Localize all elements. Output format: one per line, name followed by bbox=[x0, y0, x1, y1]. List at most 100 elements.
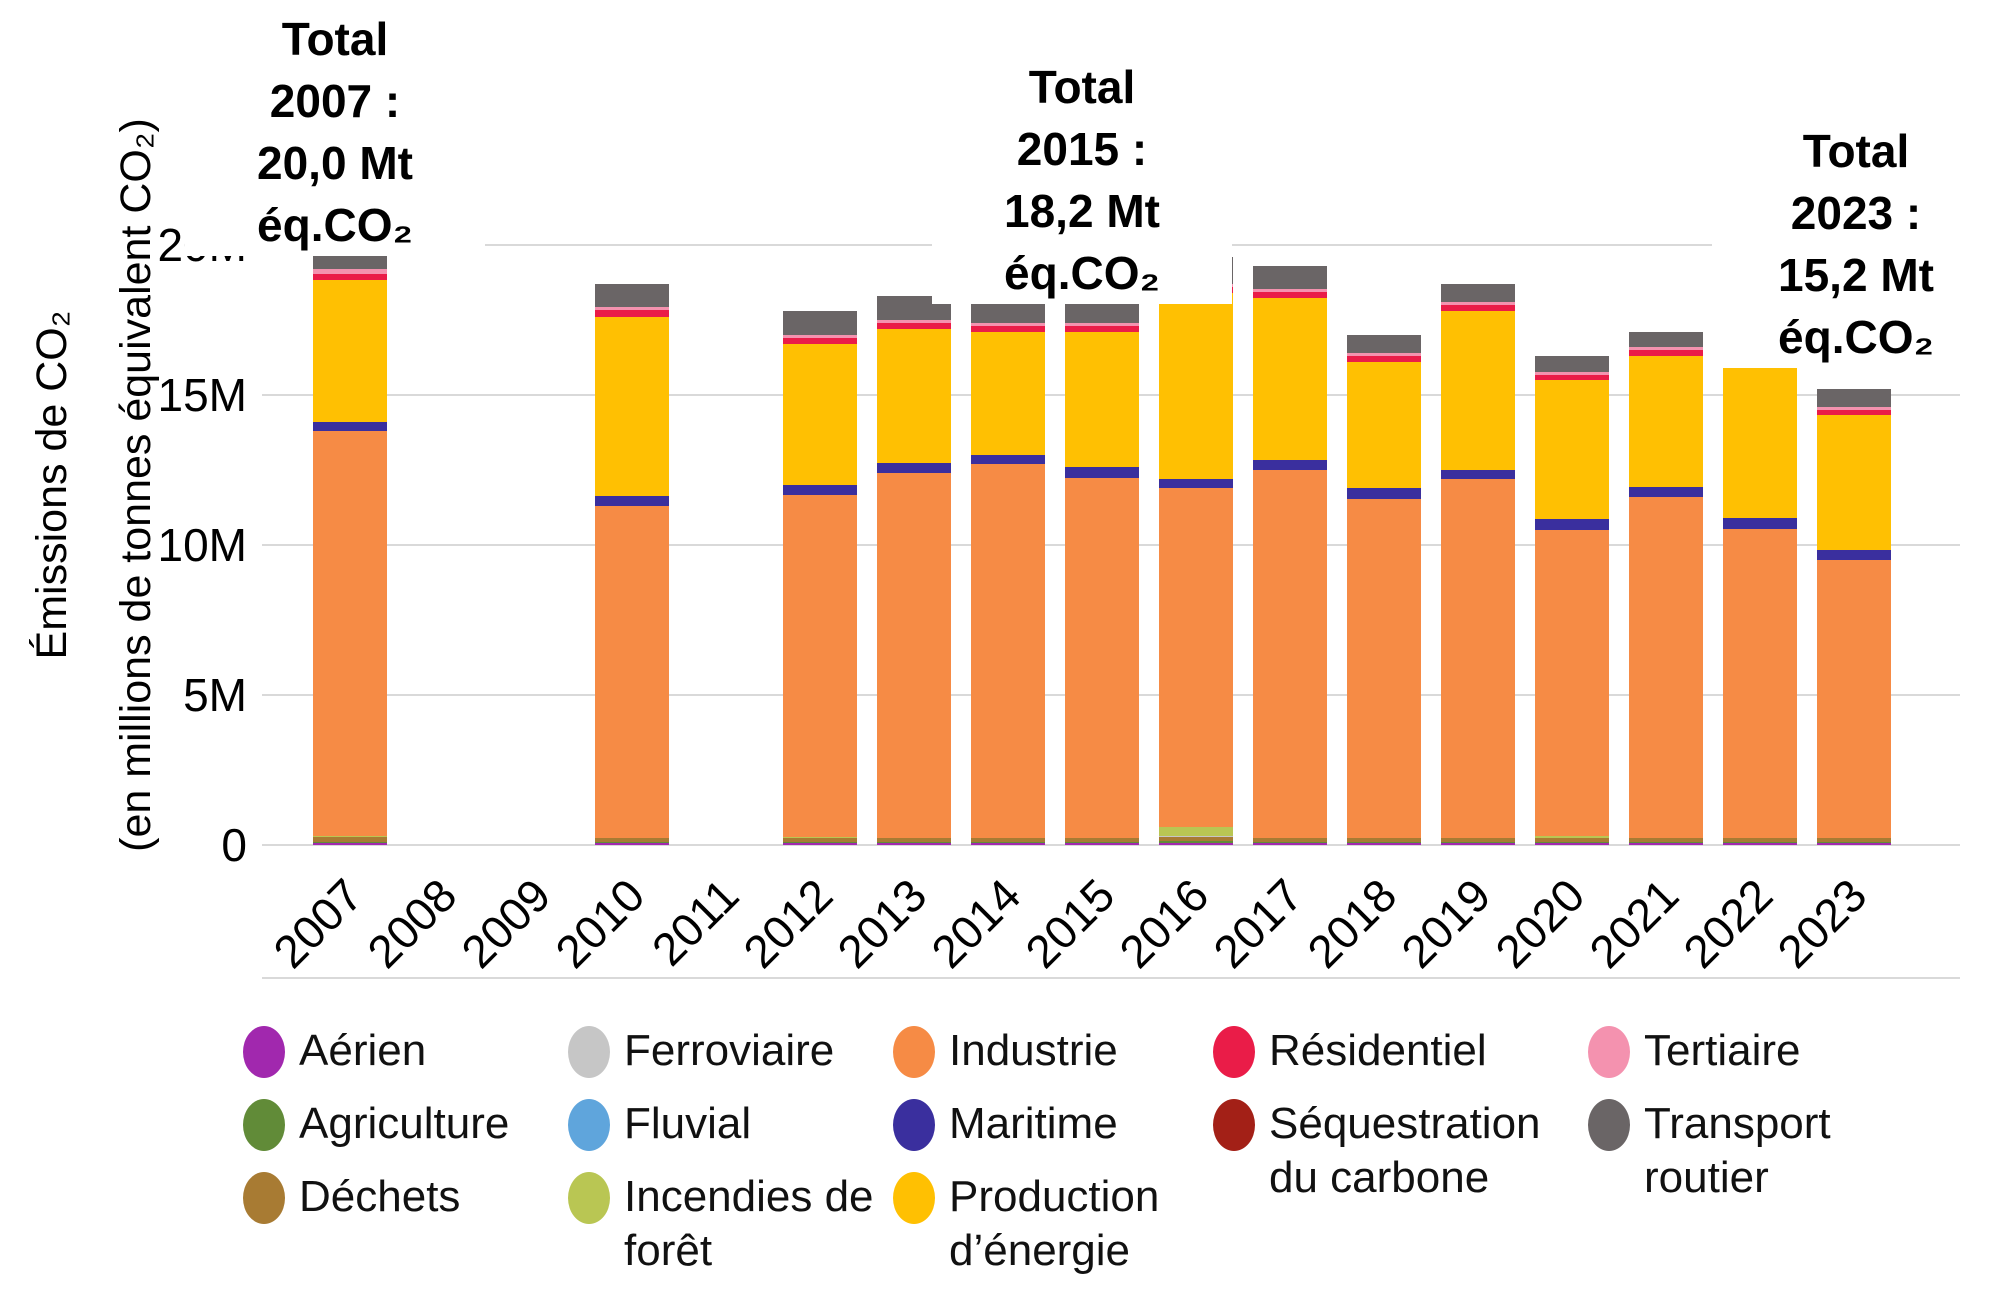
legend-item-aerien: Aérien bbox=[243, 1024, 568, 1096]
legend-swatch-aerien bbox=[243, 1026, 285, 1078]
segment-2021-Tertiaire bbox=[1629, 347, 1703, 350]
legend-column-2: Ferroviaire Fluvial Incendies de forêt bbox=[568, 1024, 893, 1279]
legend-column-4: Résidentiel Séquestration du carbone bbox=[1213, 1024, 1588, 1206]
y-tick-15M: 15M bbox=[157, 369, 247, 421]
annotation-line: 2015 : bbox=[1016, 123, 1148, 175]
segment-2012-Agriculture bbox=[783, 842, 857, 844]
legend-swatch-incendies-de-foret bbox=[568, 1172, 610, 1224]
segment-2023-Agriculture bbox=[1817, 842, 1891, 844]
bar-2019 bbox=[1441, 284, 1515, 845]
legend-item-ferroviaire: Ferroviaire bbox=[568, 1024, 893, 1096]
legend-swatch-sequestration-du-carbone bbox=[1213, 1099, 1255, 1151]
segment-2019-Tertiaire bbox=[1441, 302, 1515, 305]
legend-item-tertiaire: Tertiaire bbox=[1588, 1024, 1918, 1096]
segment-2012-Aérien bbox=[783, 843, 857, 845]
segment-2020-Résidentiel bbox=[1535, 375, 1609, 380]
gridline-0 bbox=[262, 844, 1960, 846]
legend-label-incendies-de-foret: Incendies de forêt bbox=[624, 1172, 874, 1275]
annotation-total-2015: Total 2015 : 18,2 Mt éq.CO₂ bbox=[932, 56, 1232, 304]
segment-2012-Production d’énergie bbox=[783, 344, 857, 485]
bar-2013 bbox=[877, 296, 951, 845]
segment-2012-Maritime bbox=[783, 485, 857, 496]
segment-2017-Déchets bbox=[1253, 838, 1327, 843]
segment-2023-Industrie bbox=[1817, 560, 1891, 838]
segment-2023-Résidentiel bbox=[1817, 410, 1891, 415]
segment-2010-Aérien bbox=[595, 843, 669, 845]
segment-2013-Agriculture bbox=[877, 842, 951, 844]
segment-2007-Agriculture bbox=[313, 841, 387, 844]
legend-column-5: Tertiaire Transport routier bbox=[1588, 1024, 1918, 1206]
segment-2020-Production d’énergie bbox=[1535, 379, 1609, 520]
segment-2013-Tertiaire bbox=[877, 320, 951, 323]
segment-2023-Maritime bbox=[1817, 549, 1891, 560]
segment-2023-Transport routier bbox=[1817, 389, 1891, 407]
y-tick-0: 0 bbox=[221, 819, 247, 871]
legend-item-maritime: Maritime bbox=[893, 1097, 1213, 1169]
segment-2018-Aérien bbox=[1347, 843, 1421, 845]
legend: Aérien Agriculture Déchets Ferroviaire Fluvi… bbox=[243, 1024, 1918, 1279]
legend-item-residentiel: Résidentiel bbox=[1213, 1024, 1588, 1096]
legend-item-production-d-energie: Production d’énergie bbox=[893, 1170, 1213, 1278]
segment-2017-Industrie bbox=[1253, 470, 1327, 838]
y-tick-10M: 10M bbox=[157, 519, 247, 571]
segment-2007-Résidentiel bbox=[313, 273, 387, 280]
segment-2007-Tertiaire bbox=[313, 269, 387, 274]
legend-item-industrie: Industrie bbox=[893, 1024, 1213, 1096]
segment-2016-Incendies de forêt bbox=[1159, 827, 1233, 836]
bar-2014 bbox=[971, 302, 1045, 845]
segment-2014-Aérien bbox=[971, 843, 1045, 845]
segment-2015-Résidentiel bbox=[1065, 326, 1139, 332]
segment-2015-Agriculture bbox=[1065, 842, 1139, 844]
segment-2016-Déchets bbox=[1159, 836, 1233, 842]
legend-swatch-dechets bbox=[243, 1172, 285, 1224]
bar-2007 bbox=[313, 245, 387, 845]
segment-2020-Déchets bbox=[1535, 838, 1609, 843]
bar-2010 bbox=[595, 284, 669, 845]
legend-item-fluvial: Fluvial bbox=[568, 1097, 893, 1169]
legend-column-1: Aérien Agriculture Déchets bbox=[243, 1024, 568, 1243]
annotation-line: Total bbox=[1802, 125, 1910, 177]
legend-label-aerien: Aérien bbox=[299, 1026, 427, 1075]
segment-2007-Déchets bbox=[313, 837, 387, 842]
segment-2021-Production d’énergie bbox=[1629, 356, 1703, 487]
segment-2015-Production d’énergie bbox=[1065, 332, 1139, 467]
legend-swatch-ferroviaire bbox=[568, 1026, 610, 1078]
annotation-line: 20,0 Mt bbox=[257, 137, 413, 189]
segment-2014-Agriculture bbox=[971, 842, 1045, 844]
bar-2022 bbox=[1723, 335, 1797, 845]
segment-2021-Résidentiel bbox=[1629, 350, 1703, 356]
segment-2014-Maritime bbox=[971, 455, 1045, 464]
segment-2007-Incendies de forêt bbox=[313, 836, 387, 837]
segment-2018-Déchets bbox=[1347, 838, 1421, 843]
segment-2007-Production d’énergie bbox=[313, 279, 387, 422]
segment-2023-Tertiaire bbox=[1817, 407, 1891, 410]
annotation-line: 15,2 Mt bbox=[1778, 249, 1934, 301]
segment-2017-Production d’énergie bbox=[1253, 297, 1327, 460]
segment-2010-Industrie bbox=[595, 506, 669, 838]
segment-2018-Production d’énergie bbox=[1347, 362, 1421, 488]
segment-2016-Industrie bbox=[1159, 488, 1233, 827]
segment-2019-Aérien bbox=[1441, 843, 1515, 845]
segment-2023-Déchets bbox=[1817, 838, 1891, 843]
segment-2018-Maritime bbox=[1347, 488, 1421, 499]
segment-2022-Production d’énergie bbox=[1723, 360, 1797, 518]
bar-2016 bbox=[1159, 257, 1233, 845]
legend-label-fluvial: Fluvial bbox=[624, 1099, 752, 1148]
legend-label-production-d-energie: Production d’énergie bbox=[949, 1172, 1160, 1275]
legend-swatch-tertiaire bbox=[1588, 1026, 1630, 1078]
legend-label-residentiel: Résidentiel bbox=[1269, 1026, 1487, 1075]
segment-2007-Industrie bbox=[313, 431, 387, 837]
bar-2015 bbox=[1065, 299, 1139, 845]
segment-2021-Agriculture bbox=[1629, 842, 1703, 844]
segment-2014-Industrie bbox=[971, 464, 1045, 838]
segment-2019-Industrie bbox=[1441, 479, 1515, 838]
segment-2021-Industrie bbox=[1629, 497, 1703, 838]
legend-label-sequestration-du-carbone: Séquestration du carbone bbox=[1269, 1099, 1541, 1202]
segment-2015-Aérien bbox=[1065, 843, 1139, 845]
segment-2022-Industrie bbox=[1723, 528, 1797, 838]
segment-2019-Maritime bbox=[1441, 470, 1515, 479]
annotation-line: éq.CO₂ bbox=[1778, 311, 1934, 363]
segment-2022-Agriculture bbox=[1723, 842, 1797, 844]
segment-2019-Déchets bbox=[1441, 838, 1515, 843]
